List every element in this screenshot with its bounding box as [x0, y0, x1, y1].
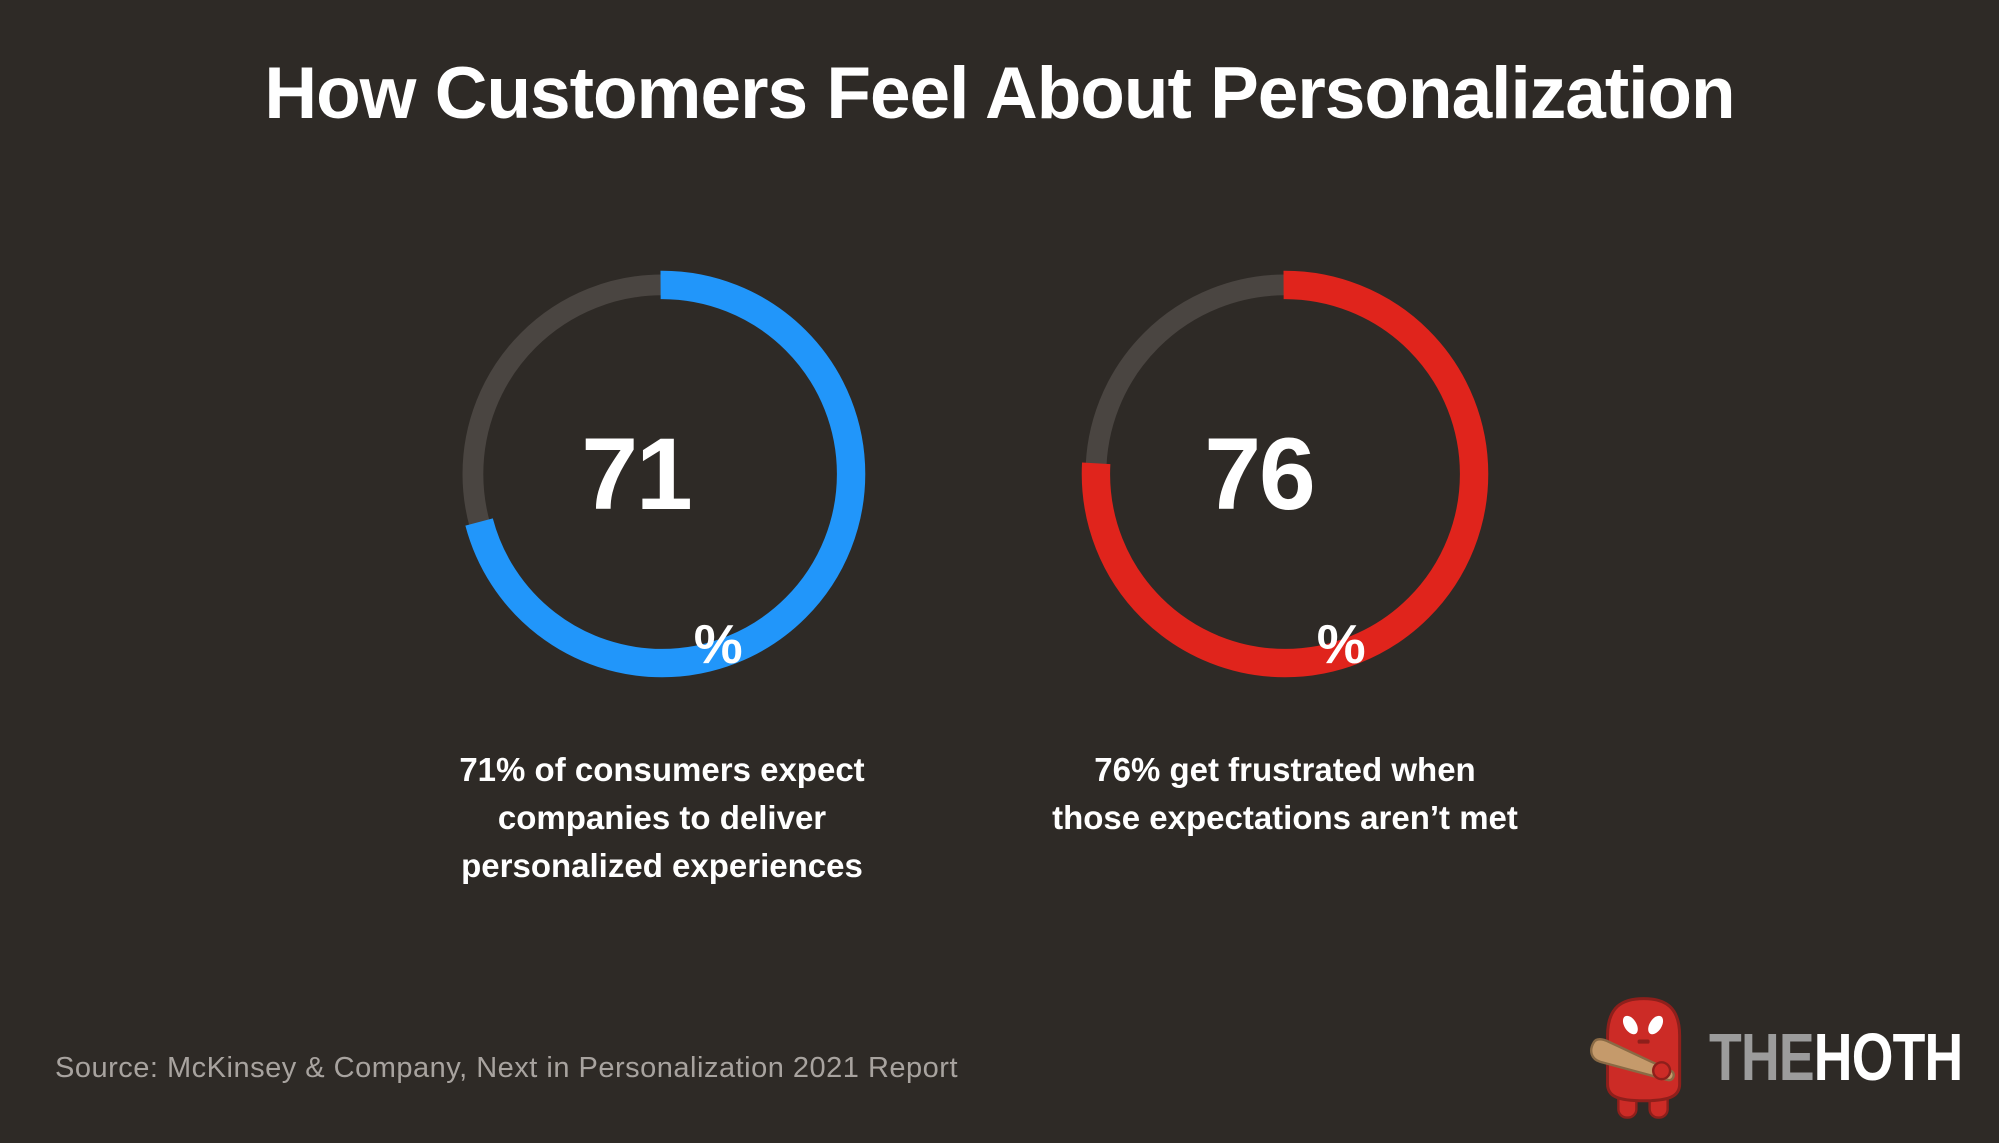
caption-line: 76% get frustrated when [1094, 751, 1476, 788]
hoth-logo-text: THEHOTH [1709, 1024, 1963, 1091]
caption-line: personalized experiences [461, 847, 863, 884]
hoth-logo: THEHOTH [1585, 995, 1999, 1120]
logo-text-hoth: HOTH [1813, 1020, 1963, 1095]
mascot-left-eye-icon [1622, 1015, 1638, 1035]
hoth-monster-mascot-icon [1590, 997, 1682, 1119]
donut-value-arc [1081, 270, 1489, 678]
donut-value-arc [458, 270, 866, 678]
donut-value-number: 71 [581, 417, 692, 531]
source-attribution: Source: McKinsey & Company, Next in Pers… [55, 1052, 959, 1084]
donut-svg-71 [458, 270, 866, 678]
mascot-right-eye-icon [1648, 1015, 1664, 1035]
chart-column-frustrated: 76 % 76% get frustrated when those expec… [975, 266, 1595, 842]
caption-line: 71% of consumers expect [459, 751, 865, 788]
caption-line: those expectations aren’t met [1052, 799, 1518, 836]
page-title: How Customers Feel About Personalization [264, 53, 1735, 134]
donut-chart-71: 71 % [454, 266, 870, 682]
chart-column-expect: 71 % 71% of consumers expect companies t… [352, 266, 972, 890]
chart-caption-frustrated: 76% get frustrated when those expectatio… [1052, 746, 1518, 842]
donut-value-number: 76 [1204, 417, 1315, 531]
chart-caption-expect: 71% of consumers expect companies to del… [459, 746, 864, 890]
donut-chart-76: 76 % [1077, 266, 1493, 682]
donut-center-label: 71 % [454, 266, 870, 682]
mascot-hand [1652, 1061, 1672, 1081]
percent-sign: % [693, 613, 743, 675]
percent-sign: % [1316, 613, 1366, 675]
caption-line: companies to deliver [497, 799, 827, 836]
mascot-mouth [1637, 1039, 1650, 1044]
logo-text-the: THE [1709, 1020, 1815, 1095]
donut-svg-76 [1081, 270, 1489, 678]
donut-center-label: 76 % [1077, 266, 1493, 682]
